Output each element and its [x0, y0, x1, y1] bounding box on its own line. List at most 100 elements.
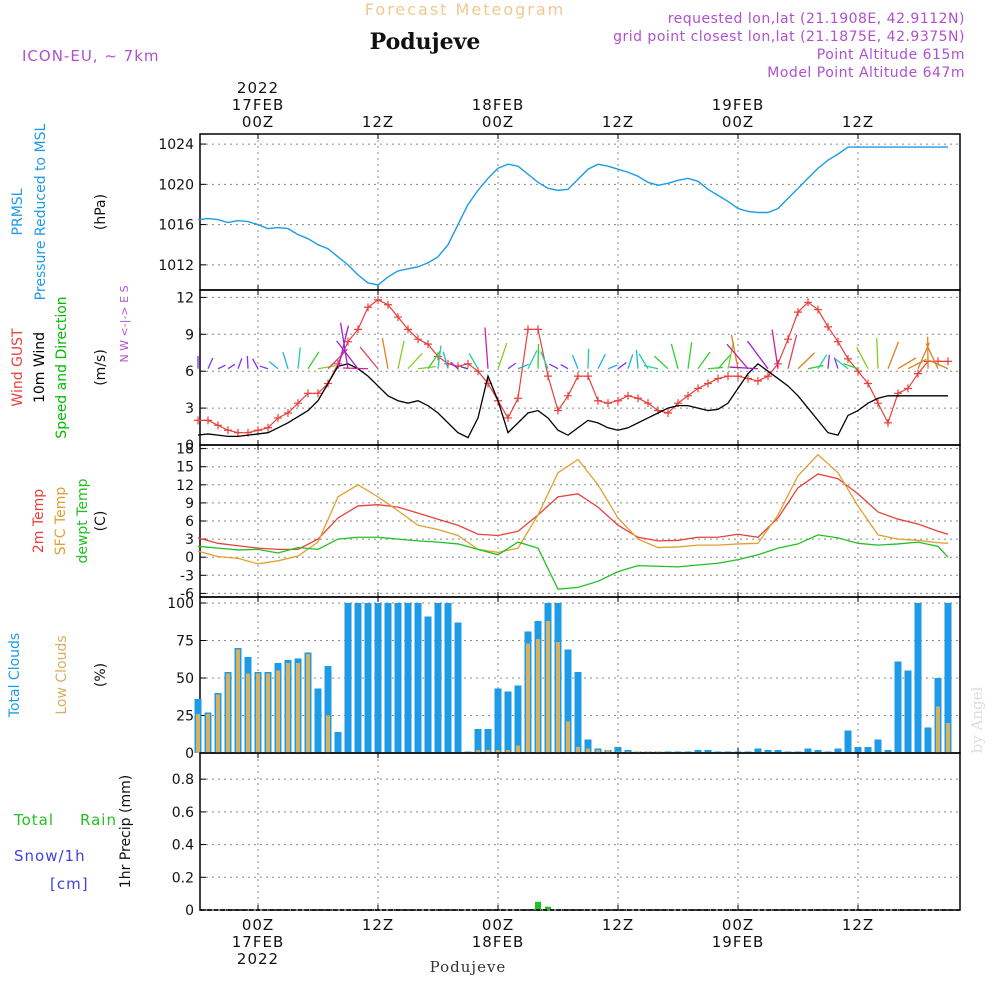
total-cloud-bar [804, 748, 812, 753]
wind-arrow [297, 347, 301, 369]
total-cloud-bar [504, 691, 512, 753]
y-tick-label: 0 [185, 438, 194, 454]
wind-arrow [317, 364, 336, 370]
total-cloud-bar [914, 603, 922, 753]
wind-arrow [787, 334, 798, 369]
wind-arrow [227, 363, 236, 370]
wind-arrow [729, 366, 759, 370]
watermark: by Angel [968, 686, 986, 753]
wind-arrow [517, 363, 530, 370]
low-cloud-bar [476, 750, 480, 753]
gust-marker [714, 374, 722, 383]
total-cloud-bar [434, 603, 442, 753]
gust-marker [784, 335, 792, 344]
bottom-time-label: 17FEB [232, 933, 284, 951]
low-cloud-bar [486, 750, 490, 753]
wind-arrow [697, 351, 711, 370]
gust-marker [904, 384, 912, 393]
panel-clouds: 0 25 50 75 100 (%) Total Clouds Low Clouds [7, 596, 961, 762]
total-cloud-bar [844, 730, 852, 753]
gust-marker [564, 391, 572, 400]
wind-arrow [246, 355, 249, 369]
bottom-time-label: 18FEB [472, 933, 524, 951]
wind-arrow [670, 343, 679, 369]
panel-ylabel: 10m Wind [32, 332, 48, 403]
gust-marker [724, 372, 732, 381]
total-cloud-bar [474, 729, 482, 753]
panel-ylabel: Wind GUST [10, 328, 26, 407]
wind-arrow [925, 343, 939, 370]
total-cloud-bar [494, 688, 502, 753]
y-tick-label: 0 [185, 746, 194, 762]
gust-marker [704, 379, 712, 388]
temp-line-0 [197, 473, 949, 550]
rain-bar [545, 906, 551, 910]
top-time-label: 12Z [602, 113, 634, 131]
gust-marker [194, 416, 202, 425]
panel-ylabel: SFC Temp [53, 487, 69, 556]
wind-arrow [484, 327, 489, 369]
top-time-label: 00Z [722, 113, 754, 131]
wind-arrow [549, 363, 559, 370]
low-cloud-bar [606, 750, 610, 753]
wind-arrow [450, 361, 459, 370]
wind-arrow [339, 322, 349, 369]
total-cloud-bar [894, 661, 902, 753]
gust-marker [464, 359, 472, 368]
y-tick-label: 0.4 [172, 838, 194, 854]
low-cloud-bar [536, 639, 540, 753]
total-cloud-bar [774, 750, 782, 753]
gust-marker [344, 337, 352, 346]
gust-marker [634, 394, 642, 403]
compass-label: N W <-|-> E S [118, 285, 131, 362]
gust-marker [274, 413, 282, 422]
wind-arrow [627, 354, 634, 369]
wind-arrow [407, 352, 423, 370]
total-cloud-bar [584, 739, 592, 753]
wind-arrow [797, 352, 816, 370]
gust-marker [354, 325, 362, 334]
unit-label: (hPa) [93, 194, 109, 230]
bottom-time-label: 00Z [482, 916, 514, 934]
total-cloud-bar [514, 685, 522, 753]
low-cloud-bar [516, 745, 520, 753]
wind-arrow [460, 366, 469, 370]
wind-arrow [307, 351, 320, 370]
y-tick-label: 0 [185, 903, 194, 919]
top-time-label: 19FEB [712, 96, 764, 114]
wind-line [197, 362, 948, 439]
precip-legend-label: Total [13, 811, 54, 829]
model-altitude: Model Point Altitude 647m [767, 65, 965, 81]
unit-label: (%) [93, 663, 109, 687]
y-tick-label: 0.2 [172, 870, 194, 886]
wind-arrow [771, 329, 779, 369]
total-cloud-bar [484, 729, 492, 753]
top-time-label: 00Z [242, 113, 274, 131]
total-cloud-bar [364, 603, 372, 753]
panel-ylabel: 1hr Precip (mm) [118, 775, 134, 888]
wind-arrow [635, 350, 639, 369]
location-title: Poduj­eve [370, 29, 481, 55]
gust-marker [614, 396, 622, 405]
wind-arrow [207, 357, 214, 369]
low-cloud-bar [276, 670, 280, 753]
gust-marker [394, 313, 402, 322]
low-cloud-bar [556, 642, 560, 753]
top-time-label: 12Z [362, 113, 394, 131]
y-tick-label: 1024 [158, 137, 194, 153]
total-cloud-bar [864, 747, 872, 753]
low-cloud-bar [526, 643, 530, 753]
wind-arrow [268, 361, 279, 370]
panel-ylabel: Low Clouds [54, 635, 70, 714]
gust-marker [944, 357, 952, 366]
panel-ylabel: Total Clouds [7, 633, 23, 718]
y-tick-label: -6 [180, 586, 194, 602]
gust-marker [204, 416, 212, 425]
wind-arrow [897, 357, 917, 370]
panel-temperature: -6 -3 0 3 6 9 12 15 18 (C) 2m Temp SFC Temp dewpt Te… [31, 442, 961, 602]
gust-marker [254, 426, 262, 435]
gust-marker [294, 399, 302, 408]
gust-marker [234, 428, 242, 437]
wind-arrow [887, 341, 900, 369]
gust-marker [424, 340, 432, 349]
